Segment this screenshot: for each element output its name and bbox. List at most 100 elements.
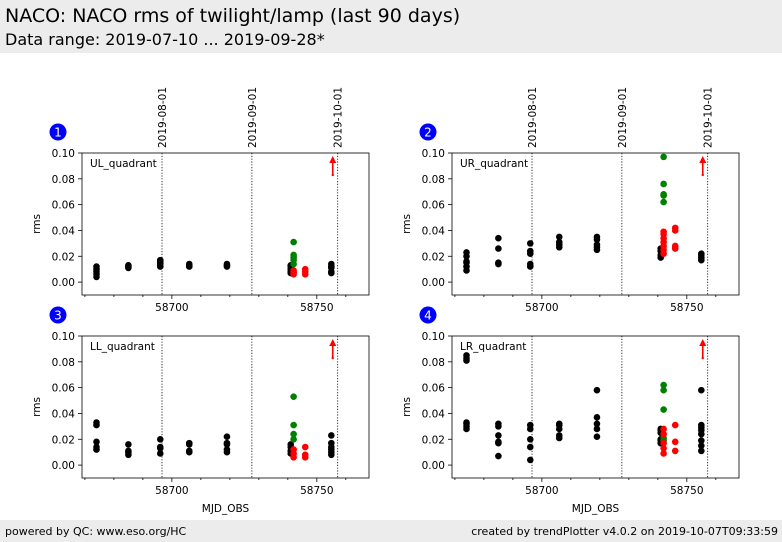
plot-frame: [81, 152, 370, 296]
data-point-green: [660, 386, 667, 394]
data-point-black: [495, 245, 502, 252]
y-tick-label: 0.00: [52, 277, 75, 289]
data-point-red: [660, 445, 667, 452]
data-point-red: [660, 425, 667, 433]
data-point-black: [463, 419, 470, 426]
data-point-red: [301, 443, 309, 451]
data-point-black: [223, 439, 231, 447]
data-point-black: [93, 438, 100, 446]
data-point-black: [93, 419, 100, 426]
data-point-black: [698, 386, 705, 394]
data-point-green: [660, 191, 667, 198]
data-point-green: [290, 421, 297, 429]
x-tick-label: 58700: [155, 485, 188, 497]
data-point-green: [290, 435, 297, 443]
data-point-black: [463, 352, 470, 359]
chart-panel-1: 2019-08-01 2019-09-01 2019-10-01 0.00 0.02 0.…: [31, 87, 370, 314]
footer-credit: powered by QC: www.eso.org/HC: [5, 525, 187, 538]
panel-number-badge: [49, 306, 67, 324]
y-tick-label: 0.04: [422, 225, 446, 237]
page-title: NACO: NACO rms of twilight/lamp (last 90…: [5, 5, 461, 27]
data-point-black: [526, 240, 534, 247]
panel-number-badge: [419, 306, 437, 324]
panel-number-label: 2: [424, 126, 432, 140]
data-point-red: [660, 450, 667, 457]
data-point-black: [328, 432, 335, 439]
x-tick-label: 58750: [300, 302, 333, 314]
out-of-range-arrowhead: [329, 339, 337, 346]
y-tick-label: 0.06: [422, 383, 446, 395]
data-point-red: [671, 224, 679, 232]
date-marker-label: 2019-08-01: [157, 87, 169, 148]
plot-frame: [81, 335, 370, 479]
data-point-green: [660, 381, 667, 389]
y-tick-label: 0.06: [52, 383, 76, 395]
data-point-black: [593, 233, 601, 241]
data-point-black: [495, 420, 502, 428]
data-point-black: [185, 260, 193, 268]
data-point-green: [290, 251, 297, 259]
data-point-black: [555, 233, 563, 241]
y-tick-label: 0.04: [52, 408, 76, 420]
data-point-black: [287, 441, 295, 448]
data-point-green: [660, 180, 667, 188]
y-tick-label: 0.00: [52, 460, 75, 472]
header-bar: NACO: NACO rms of twilight/lamp (last 90…: [0, 0, 782, 53]
out-of-range-arrow-base: [331, 356, 334, 360]
data-point-red: [290, 267, 297, 274]
data-point-black: [223, 260, 231, 268]
data-range-subtitle: Data range: 2019-07-10 ... 2019-09-28*: [5, 30, 325, 49]
data-point-black: [495, 259, 502, 267]
x-tick-label: 58750: [670, 302, 703, 314]
x-tick-label: 58750: [670, 485, 703, 497]
data-point-red: [671, 447, 679, 455]
quadrant-label: UR_quadrant: [460, 158, 528, 170]
y-tick-label: 0.06: [52, 200, 76, 212]
y-tick-label: 0.08: [52, 174, 75, 186]
data-point-black: [593, 386, 601, 394]
chart-panel-3: 0.00 0.02 0.04 0.06 0.08 0.10 58700 58750 LL_qua…: [31, 306, 370, 515]
data-point-black: [223, 433, 231, 440]
y-tick-label: 0.00: [422, 277, 445, 289]
x-axis-label: MJD_OBS: [572, 503, 620, 515]
chart-panel-4: 0.00 0.02 0.04 0.06 0.08 0.10 58700 58750 LR_qua…: [401, 306, 740, 515]
data-point-black: [526, 247, 534, 255]
data-point-black: [156, 256, 164, 264]
date-marker-label: 2019-10-01: [703, 87, 715, 148]
data-point-black: [495, 452, 502, 460]
data-point-black: [555, 432, 563, 439]
y-tick-label: 0.08: [422, 357, 445, 369]
data-point-green: [660, 153, 667, 161]
out-of-range-arrowhead: [329, 156, 337, 163]
panel-number-badge: [419, 123, 437, 141]
out-of-range-arrowhead: [699, 156, 707, 163]
data-point-red: [290, 446, 297, 453]
data-point-green: [660, 198, 667, 206]
y-tick-label: 0.04: [422, 408, 446, 420]
y-tick-label: 0.02: [422, 434, 445, 446]
data-point-black: [495, 432, 502, 439]
data-point-green: [290, 430, 297, 438]
out-of-range-arrow-base: [331, 173, 334, 177]
data-point-red: [301, 265, 309, 273]
date-marker-label: 2019-09-01: [617, 87, 629, 148]
data-point-black: [125, 447, 132, 455]
quadrant-label: LL_quadrant: [90, 341, 155, 353]
data-point-red: [671, 438, 679, 446]
y-axis-label: rms: [31, 397, 43, 417]
panel-number-label: 1: [54, 126, 62, 140]
data-point-green: [290, 393, 297, 400]
data-point-red: [660, 228, 667, 236]
data-point-red: [301, 451, 309, 459]
plot-frame: [451, 335, 740, 479]
y-tick-label: 0.02: [52, 251, 75, 263]
x-tick-label: 58700: [525, 485, 558, 497]
data-point-black: [593, 420, 601, 428]
y-tick-label: 0.08: [52, 357, 75, 369]
y-tick-label: 0.00: [422, 460, 445, 472]
data-point-black: [526, 456, 534, 464]
data-point-red: [660, 430, 667, 438]
data-point-black: [593, 433, 601, 440]
y-axis-label: rms: [401, 214, 413, 234]
